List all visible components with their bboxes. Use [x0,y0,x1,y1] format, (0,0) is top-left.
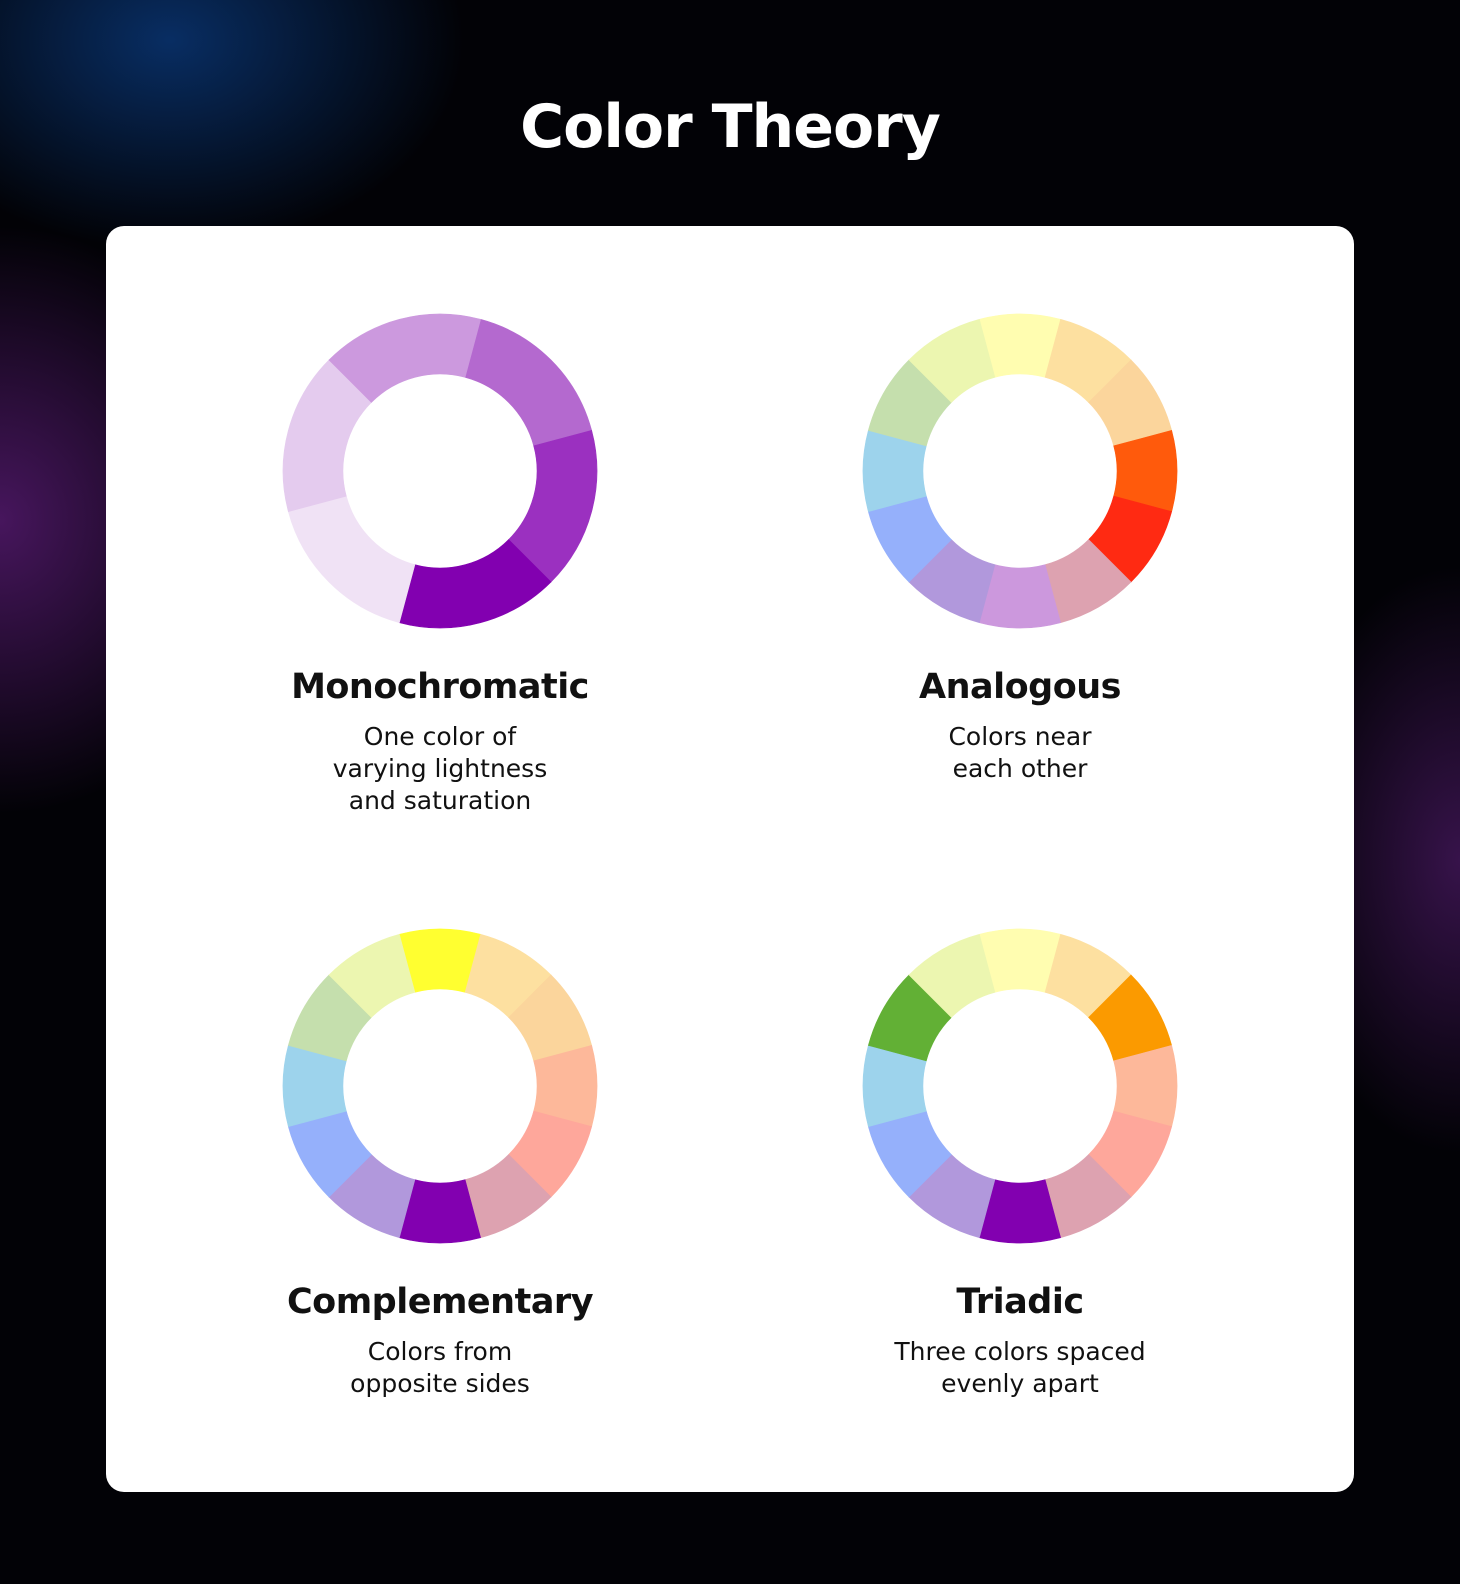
description-line: One color of [363,722,517,751]
wheel-segment [464,318,593,447]
page-title: Color Theory [520,92,941,162]
color-wheel-analogous [862,313,1178,629]
description-line: evenly apart [941,1369,1099,1398]
color-theory-card: Monochromatic One color of varying light… [106,226,1354,1492]
scheme-heading: Monochromatic [291,667,589,707]
description-line: Colors from [367,1337,513,1366]
scheme-description: Colors from opposite sides [150,1336,730,1400]
wheel-segment [287,495,416,624]
wheel-segment [908,318,996,403]
description-line: opposite sides [350,1369,530,1398]
color-wheel-triadic [862,928,1178,1244]
description-line: Colors near [948,722,1092,751]
scheme-heading: Triadic [956,1282,1084,1322]
description-line: Three colors spaced [894,1337,1146,1366]
description-line: each other [952,754,1088,783]
scheme-description: Three colors spaced evenly apart [730,1336,1310,1400]
wheel-segment [908,933,996,1018]
scheme-complementary: Complementary Colors from opposite sides [150,926,730,1400]
scheme-heading: Analogous [918,667,1122,707]
scheme-description: One color of varying lightness and satur… [150,721,730,817]
wheel-segment [328,933,416,1018]
scheme-analogous: Analogous Colors near each other [730,311,1310,785]
color-wheel-complementary [282,928,598,1244]
scheme-triadic: Triadic Three colors spaced evenly apart [730,926,1310,1400]
scheme-description: Colors near each other [730,721,1310,785]
scheme-heading: Complementary [286,1282,594,1322]
description-line: varying lightness [332,754,548,783]
color-wheel-monochromatic [282,313,598,629]
description-line: and saturation [348,786,532,815]
wheel-segment [328,313,482,403]
scheme-monochromatic: Monochromatic One color of varying light… [150,311,730,817]
